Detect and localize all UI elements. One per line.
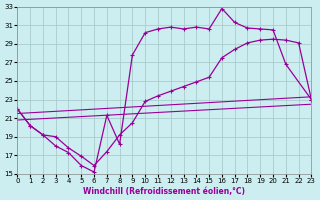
X-axis label: Windchill (Refroidissement éolien,°C): Windchill (Refroidissement éolien,°C) [84, 187, 245, 196]
